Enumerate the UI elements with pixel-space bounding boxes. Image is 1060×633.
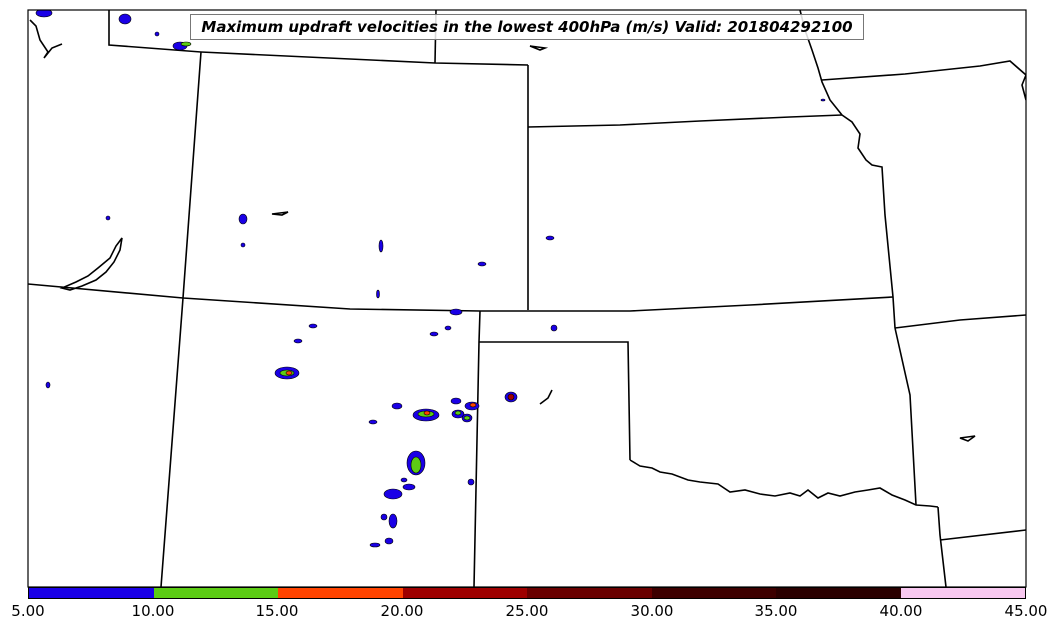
updraft-cell — [293, 338, 303, 344]
updraft-cell-core — [454, 410, 462, 416]
colorbar-ticks: 5.00 10.00 15.00 20.00 25.00 30.00 35.00… — [0, 602, 1060, 624]
colorbar-tick-label: 25.00 — [505, 602, 549, 620]
colorbar-segment — [651, 588, 776, 598]
updraft-cell — [402, 483, 416, 491]
reservoir-nebraska — [529, 45, 549, 51]
colorbar-tick-label: 10.00 — [131, 602, 175, 620]
updraft-cell — [238, 213, 248, 225]
colorbar-segment — [153, 588, 278, 598]
updraft-cell — [477, 261, 487, 267]
missouri-arkansas-border — [894, 314, 1026, 329]
updraft-cell — [450, 397, 462, 405]
state-boundaries — [28, 10, 1026, 587]
colorbar-tick-label: 35.00 — [754, 602, 798, 620]
updraft-cell — [45, 381, 51, 389]
colorbar-segment — [776, 588, 901, 598]
reservoir-wyoming — [271, 211, 289, 216]
colorbar-segment — [278, 588, 403, 598]
updraft-cell — [550, 324, 558, 332]
colorado-south-boundary — [28, 283, 481, 312]
lake-arkansas — [959, 435, 976, 442]
colorado-west-boundary — [160, 51, 202, 587]
updraft-cell — [384, 537, 394, 545]
updraft-cell-core — [463, 415, 471, 421]
updraft-cell — [376, 289, 380, 299]
kansas-north-boundary — [527, 114, 843, 128]
updraft-cell-peak — [423, 410, 431, 416]
updraft-cell — [105, 215, 111, 221]
updraft-cell — [368, 419, 378, 425]
colorbar — [28, 587, 1026, 599]
arkansas-louisiana-border — [939, 529, 1026, 541]
lake-texas-ok — [539, 389, 553, 405]
great-salt-lake-shore — [29, 19, 63, 59]
utah-lake-shoreline — [59, 237, 123, 291]
updraft-cell — [449, 308, 463, 316]
nebraska-west-boundary — [200, 51, 529, 66]
updraft-cell — [369, 542, 381, 548]
updraft-cell — [391, 402, 403, 410]
updraft-cell — [380, 513, 388, 521]
missouri-river — [841, 114, 896, 329]
arkansas-texas-border — [937, 506, 947, 587]
mississippi-river — [1021, 74, 1026, 101]
red-river — [629, 459, 939, 508]
updraft-cell — [467, 478, 475, 486]
updraft-cell — [388, 513, 398, 529]
updraft-cell — [154, 31, 160, 37]
updraft-cell — [240, 242, 246, 248]
kansas-south-boundary — [480, 296, 894, 312]
colorbar-tick-label: 20.00 — [380, 602, 424, 620]
updraft-cell — [400, 477, 408, 483]
oklahoma-panhandle-south — [479, 341, 631, 461]
updraft-cell — [308, 323, 318, 329]
wyoming-south-boundary — [108, 10, 202, 53]
updraft-cell — [444, 325, 452, 331]
updraft-cell — [378, 239, 384, 253]
colorbar-segment — [402, 588, 527, 598]
updraft-cell-peak — [285, 370, 293, 376]
colorbar-segment — [900, 588, 1025, 598]
updraft-cell-peak — [469, 402, 477, 408]
colorbar-tick-label: 5.00 — [11, 602, 45, 620]
updraft-cell — [35, 10, 53, 18]
map-title: Maximum updraft velocities in the lowest… — [190, 14, 864, 40]
updraft-cell — [383, 488, 403, 500]
updraft-cell-core — [410, 456, 422, 474]
updraft-cell — [820, 98, 826, 102]
colorbar-tick-label: 30.00 — [630, 602, 674, 620]
colorbar-segment — [527, 588, 652, 598]
colorbar-tick-label: 15.00 — [255, 602, 299, 620]
updraft-cell — [429, 331, 439, 337]
iowa-south-boundary — [821, 60, 1026, 81]
colorbar-tick-label: 40.00 — [879, 602, 923, 620]
oklahoma-panhandle-west — [473, 310, 481, 587]
updraft-cell-core — [180, 41, 192, 47]
updraft-cell — [118, 13, 132, 25]
updraft-cells — [35, 10, 826, 548]
colorbar-segment — [29, 588, 154, 598]
updraft-cell — [545, 235, 555, 241]
oklahoma-east-boundary — [894, 327, 917, 506]
colorbar-tick-label: 45.00 — [1004, 602, 1048, 620]
updraft-cell-max — [507, 393, 515, 401]
